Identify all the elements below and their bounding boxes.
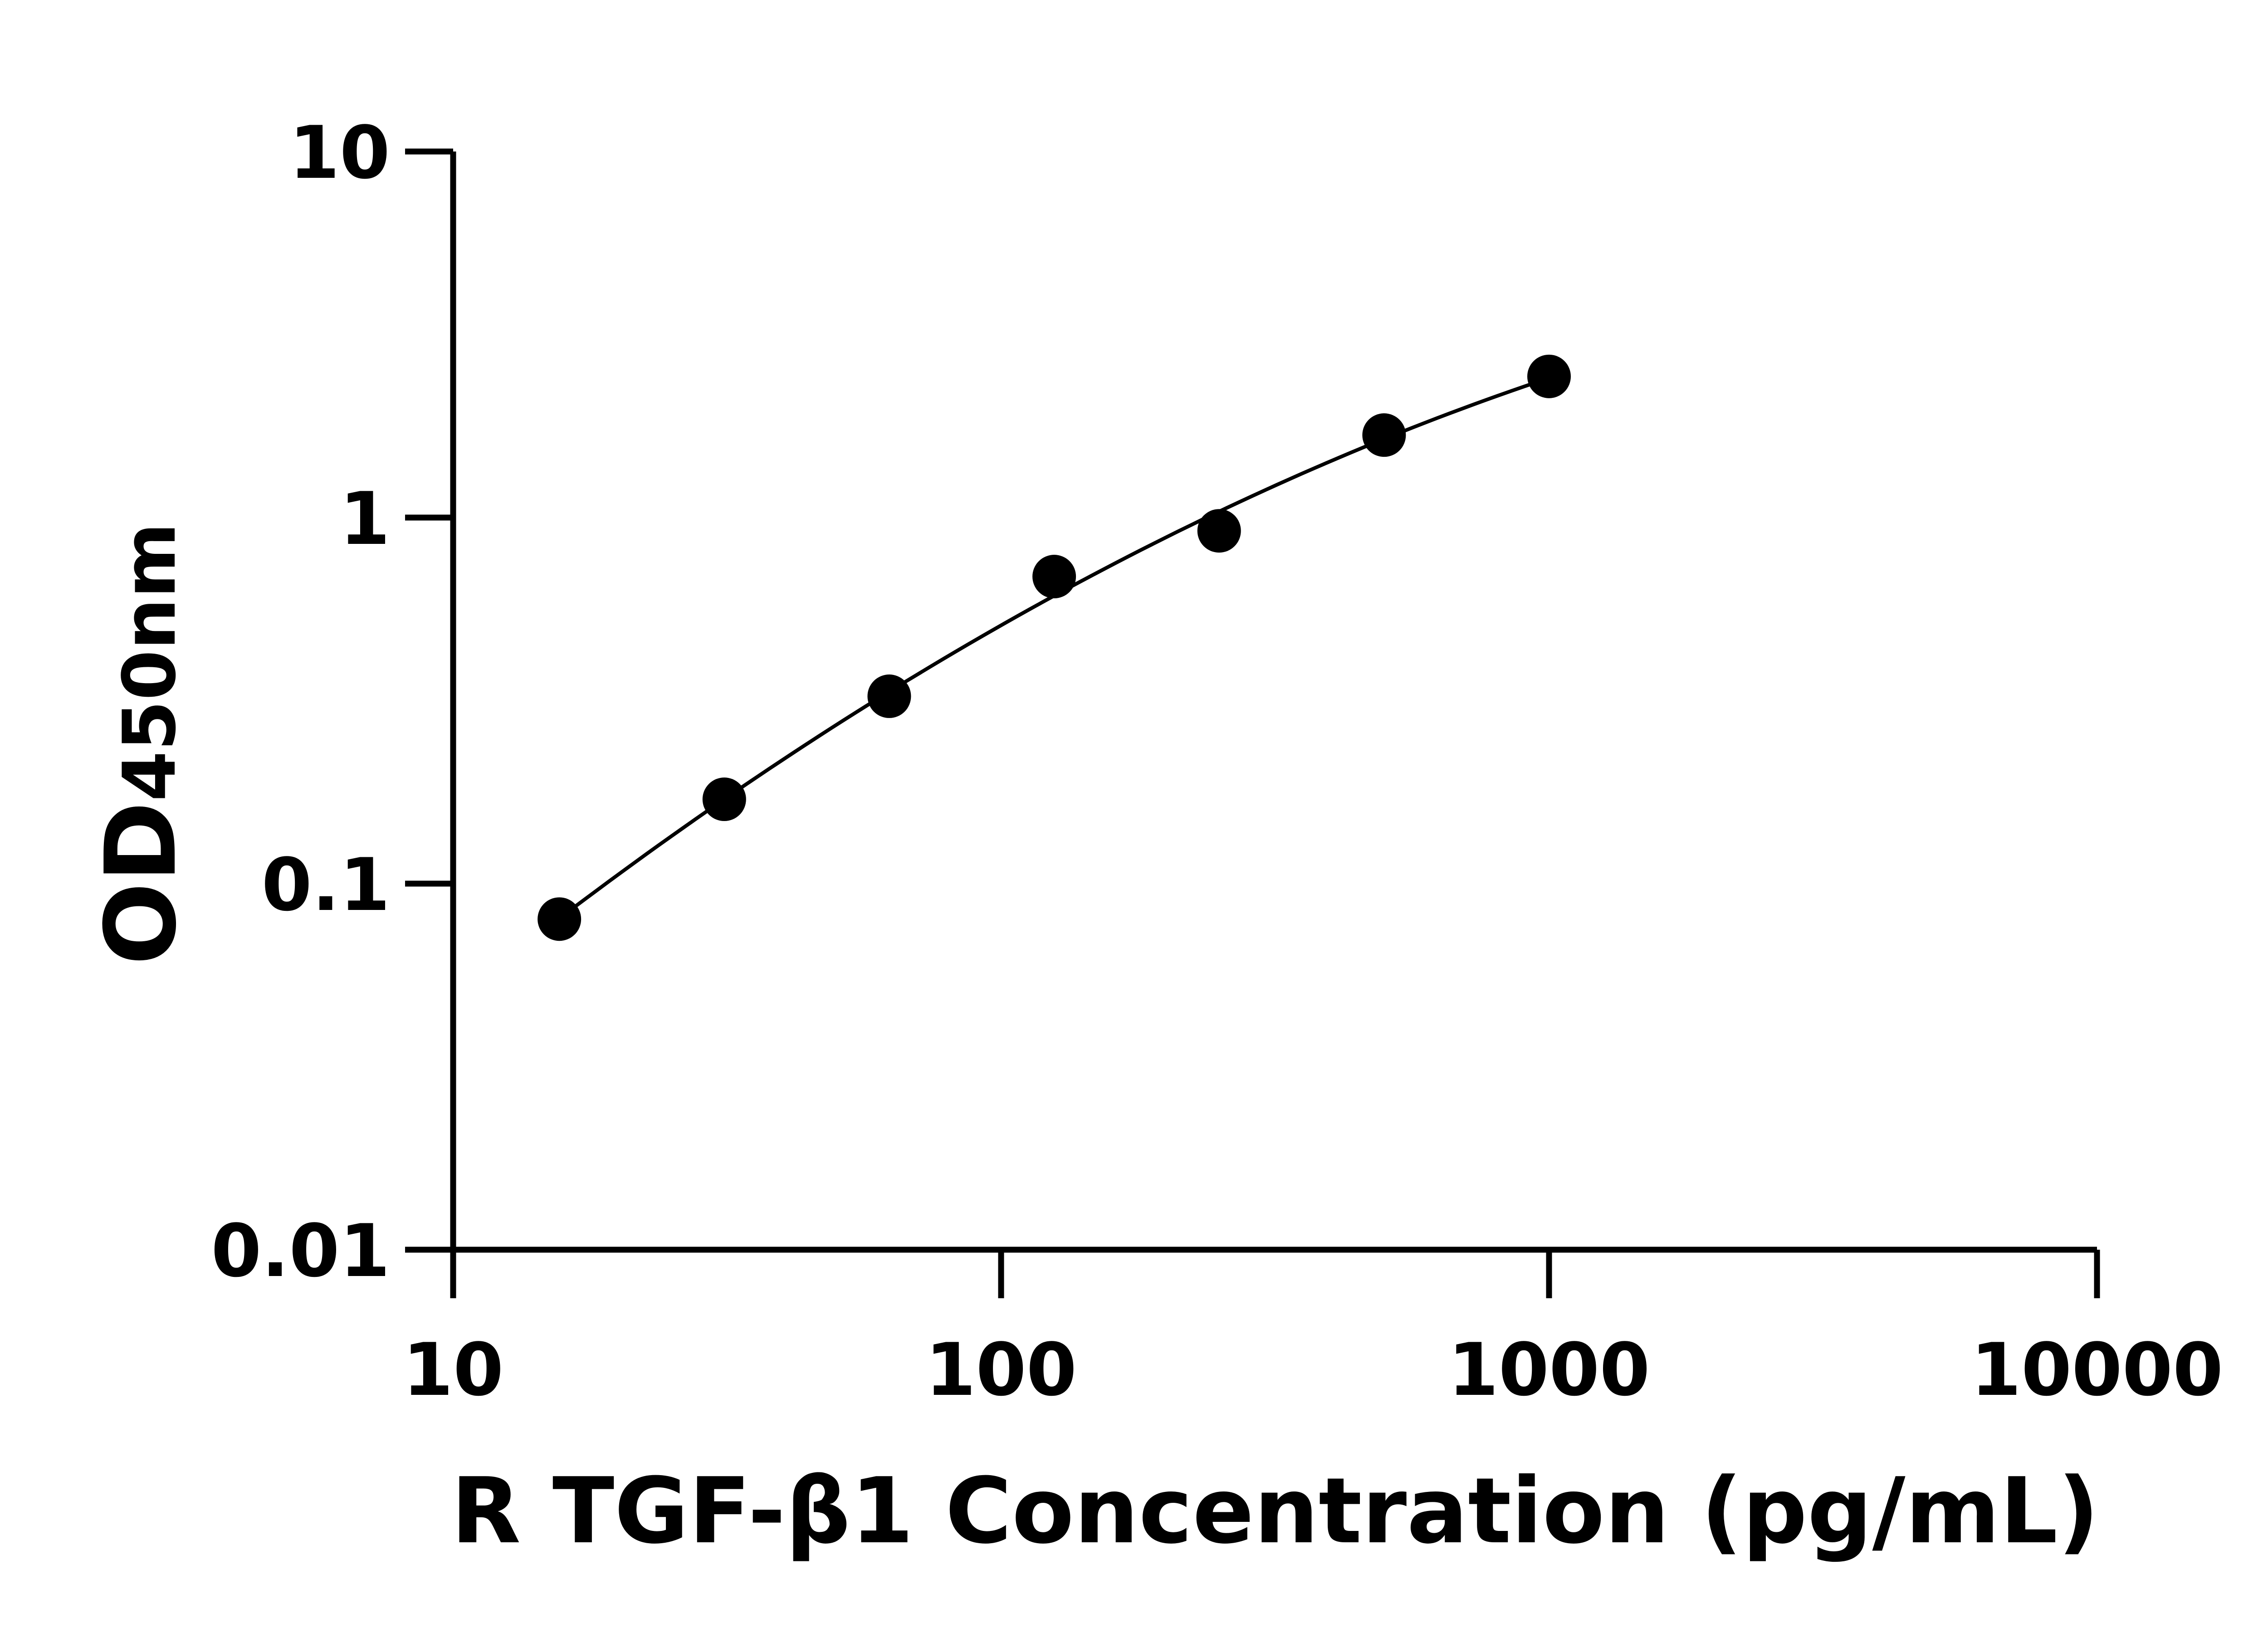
y-tick-label: 10 — [289, 110, 390, 195]
x-tick-label: 1000 — [1448, 1327, 1650, 1412]
data-point — [1032, 555, 1076, 599]
data-point — [1362, 413, 1406, 457]
x-tick-label: 100 — [925, 1327, 1077, 1412]
y-tick-label: 0.1 — [262, 842, 390, 927]
x-axis-title: R TGF-β1 Concentration (pg/mL) — [451, 1458, 2099, 1564]
data-point — [702, 777, 746, 821]
y-axis-title-main: OD — [84, 802, 198, 965]
y-tick-label: 0.01 — [211, 1208, 390, 1293]
data-point — [1197, 509, 1241, 553]
data-point — [867, 674, 911, 718]
y-tick-label: 1 — [340, 476, 390, 561]
data-points — [538, 354, 1571, 941]
data-point — [1527, 354, 1571, 398]
y-axis-title: OD450nm — [84, 523, 198, 965]
x-tick-label: 10 — [403, 1327, 504, 1412]
y-axis-title-sub: 450nm — [107, 523, 192, 802]
fit-curve — [558, 376, 1550, 920]
axes: 10 100 1000 10000 0.01 0.1 1 10 — [211, 110, 2223, 1412]
fit-curve-group — [558, 376, 1550, 920]
x-tick-label: 10000 — [1971, 1327, 2224, 1412]
data-point — [538, 897, 582, 941]
